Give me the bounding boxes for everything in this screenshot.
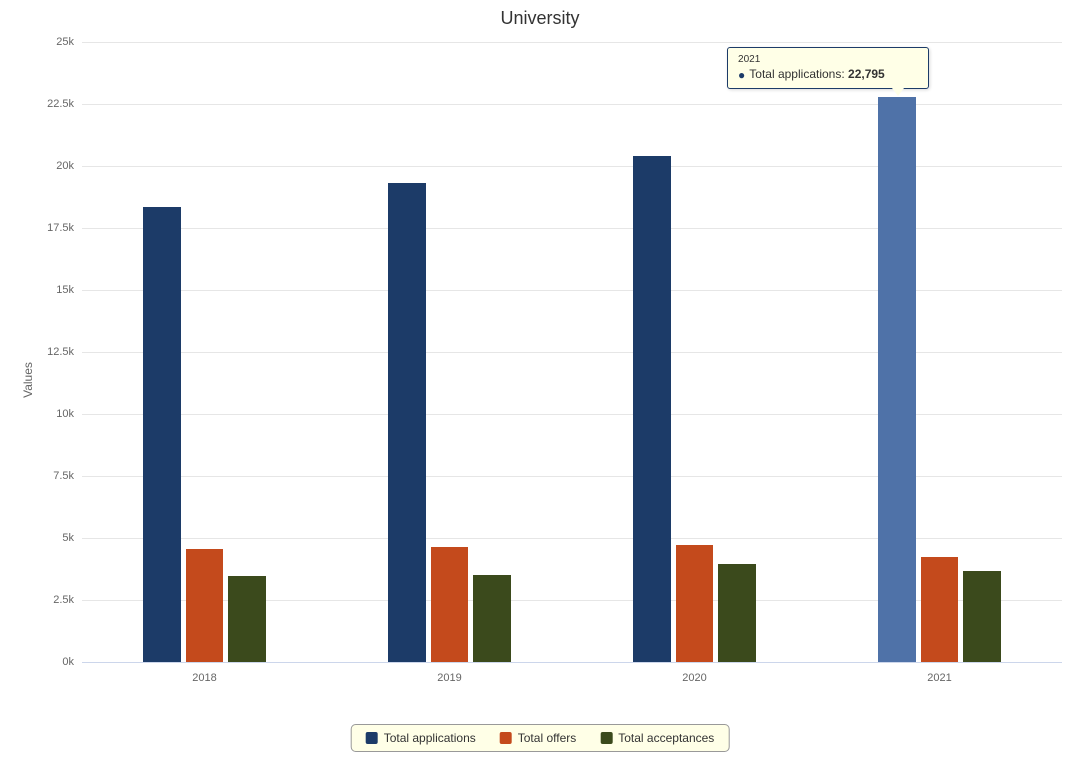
legend: Total applications Total offers Total acce…: [351, 724, 730, 752]
bar[interactable]: [963, 571, 1001, 662]
chart-container: University Values 0k2.5k5k7.5k10k12.5k15…: [0, 0, 1080, 760]
tooltip-callout-icon: [892, 88, 904, 96]
bar[interactable]: [676, 545, 714, 662]
bar[interactable]: [633, 156, 671, 662]
y-tick-label: 25k: [56, 36, 74, 48]
chart-title: University: [0, 8, 1080, 29]
y-tick-label: 12.5k: [47, 346, 74, 358]
x-tick-label: 2019: [437, 672, 461, 684]
legend-swatch-icon: [366, 732, 378, 744]
legend-label: Total applications: [384, 731, 476, 745]
tooltip-value: 22,795: [848, 67, 885, 81]
y-tick-label: 0k: [62, 656, 74, 668]
bar[interactable]: [878, 97, 916, 662]
legend-item[interactable]: Total acceptances: [600, 731, 714, 745]
tooltip-category: 2021: [738, 54, 918, 65]
legend-label: Total acceptances: [618, 731, 714, 745]
bar[interactable]: [473, 575, 511, 662]
legend-swatch-icon: [600, 732, 612, 744]
bar[interactable]: [228, 576, 266, 662]
y-axis-label: Values: [21, 362, 35, 398]
tooltip-bullet-icon: ●: [738, 68, 745, 82]
bar[interactable]: [718, 564, 756, 662]
y-tick-label: 10k: [56, 408, 74, 420]
y-tick-label: 20k: [56, 160, 74, 172]
bar[interactable]: [431, 547, 469, 662]
x-tick-label: 2020: [682, 672, 706, 684]
x-tick-label: 2021: [927, 672, 951, 684]
tooltip: 2021●Total applications: 22,795: [727, 47, 929, 89]
y-tick-label: 2.5k: [53, 594, 74, 606]
legend-item[interactable]: Total applications: [366, 731, 476, 745]
y-tick-label: 15k: [56, 284, 74, 296]
bar[interactable]: [186, 549, 224, 662]
y-tick-label: 7.5k: [53, 470, 74, 482]
plot-area: 0k2.5k5k7.5k10k12.5k15k17.5k20k22.5k25k2…: [82, 42, 1062, 662]
legend-item[interactable]: Total offers: [500, 731, 576, 745]
legend-label: Total offers: [518, 731, 576, 745]
y-tick-label: 22.5k: [47, 98, 74, 110]
gridline: [82, 42, 1062, 43]
legend-swatch-icon: [500, 732, 512, 744]
bar[interactable]: [388, 183, 426, 662]
x-axis-line: [82, 662, 1062, 663]
tooltip-series-name: Total applications: [749, 67, 841, 81]
y-tick-label: 17.5k: [47, 222, 74, 234]
y-tick-label: 5k: [62, 532, 74, 544]
bar[interactable]: [143, 207, 181, 662]
bar[interactable]: [921, 557, 959, 662]
tooltip-series-line: ●Total applications: 22,795: [738, 67, 918, 82]
x-tick-label: 2018: [192, 672, 216, 684]
